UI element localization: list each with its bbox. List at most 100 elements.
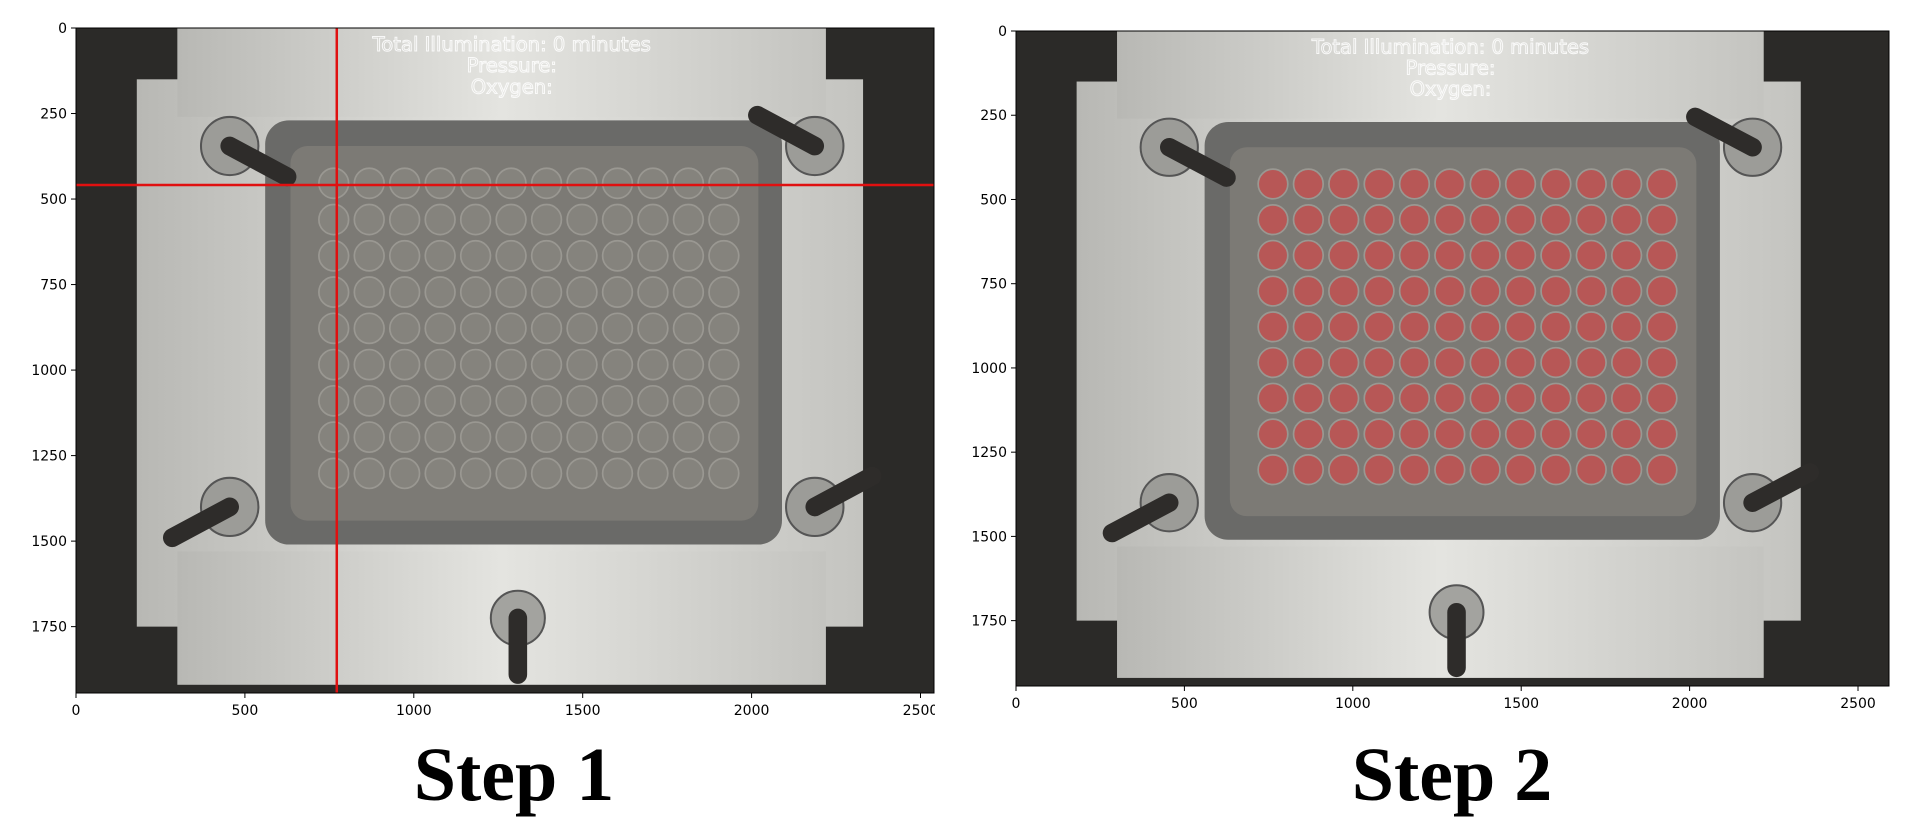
well [672,167,705,200]
well [1434,346,1466,379]
well [637,457,669,490]
well [459,203,492,236]
well [1257,168,1289,200]
panel: Total Illumination: 0 minutesPressure:Ox… [31,21,935,817]
well [1540,311,1572,343]
y-tick-label: 250 [40,107,67,123]
overlay-text: Oxygen: [1410,77,1492,100]
well [530,457,563,490]
well [1540,454,1572,486]
well [1469,311,1501,343]
well [1292,275,1325,307]
x-tick-label: 2000 [1672,696,1708,712]
well [1610,418,1643,450]
well [1610,168,1643,200]
well [530,276,563,308]
well [459,167,492,200]
well [1292,346,1325,379]
well [708,421,740,454]
well [1292,239,1325,272]
well [1469,204,1501,236]
well [1646,204,1678,236]
photo-content: Total Illumination: 0 minutesPressure:Ox… [76,28,934,693]
well [353,167,385,200]
well [318,348,350,381]
well [1469,275,1501,307]
well [672,239,705,272]
well [1292,168,1325,200]
well [1540,275,1572,307]
well [1575,168,1607,200]
well [637,384,669,417]
y-tick-label: 500 [980,192,1007,208]
well [1292,382,1325,414]
overlay-text: Total Illumination: 0 minutes [1311,36,1589,59]
well [1504,346,1537,379]
well [495,276,527,308]
well [1398,346,1431,379]
well [530,348,563,381]
frame-top [177,28,826,117]
well [1328,382,1360,414]
well [495,203,527,236]
axes-frame [75,27,935,694]
well [708,384,740,417]
well [1398,204,1431,236]
well [459,421,492,454]
well [601,203,634,236]
photo-content: Total Illumination: 0 minutesPressure:Ox… [1016,31,1889,686]
well [637,167,669,200]
y-tick-label: 1750 [31,620,67,636]
well [1540,418,1572,450]
well [1504,275,1537,307]
well [1398,311,1431,343]
well [388,276,421,308]
well [353,312,385,345]
well [566,203,598,236]
well [495,457,527,490]
well [424,239,456,272]
well [530,384,563,417]
well [637,239,669,272]
well [1575,346,1607,379]
y-tick-label: 1000 [971,361,1007,377]
well [1398,418,1431,450]
well [1434,454,1466,486]
well [1363,239,1395,272]
well [1504,168,1537,200]
well [495,421,527,454]
well [388,348,421,381]
well [1610,454,1643,486]
well [1257,346,1289,379]
y-tick-label: 0 [58,21,67,37]
well [459,239,492,272]
well [1257,454,1289,486]
y-tick-label: 1250 [971,445,1007,461]
x-tick-label: 1500 [1503,696,1539,712]
well [353,384,385,417]
well [1646,346,1678,379]
well [1575,382,1607,414]
well [566,384,598,417]
well [1434,168,1466,200]
well [1328,311,1360,343]
well [1504,382,1537,414]
well [1257,204,1289,236]
x-tick-label: 1000 [396,703,432,719]
well [566,239,598,272]
well [1363,275,1395,307]
well [1434,275,1466,307]
well [1292,454,1325,486]
x-tick-label: 2000 [734,703,770,719]
well [1257,275,1289,307]
y-tick-label: 1500 [31,534,67,550]
well [388,312,421,345]
well [318,239,350,272]
well [1646,311,1678,343]
x-tick-label: 0 [1012,696,1021,712]
bolt [805,466,882,517]
panel-title: Step 1 [414,733,615,817]
well [1575,418,1607,450]
well [1469,168,1501,200]
well [1363,418,1395,450]
